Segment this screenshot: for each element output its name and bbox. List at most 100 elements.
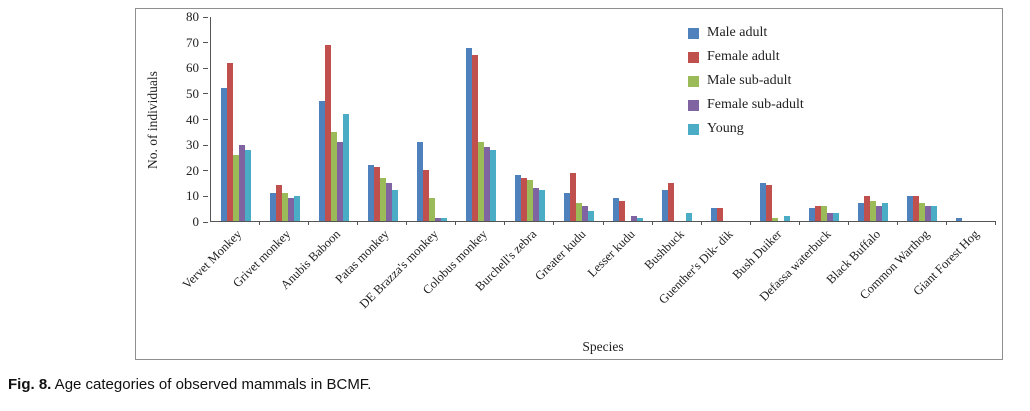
bar-group — [653, 17, 702, 221]
bar-group — [211, 17, 260, 221]
y-tick-label: 0 — [192, 214, 200, 229]
y-tick-mark — [203, 221, 208, 223]
bar — [489, 149, 496, 221]
x-axis-label: Lesser kudu — [584, 227, 638, 280]
x-tick-mark — [602, 221, 604, 225]
bar — [821, 205, 828, 221]
y-tick-mark — [203, 119, 208, 120]
bar — [925, 205, 932, 221]
bar — [514, 175, 521, 221]
bar — [379, 177, 386, 221]
legend-label: Male sub-adult — [707, 73, 792, 88]
y-axis-title: No. of individuals — [145, 71, 160, 169]
bar — [575, 203, 582, 221]
bar — [526, 180, 533, 221]
figure-caption: Fig. 8. Age categories of observed mamma… — [8, 376, 371, 393]
bar — [711, 208, 718, 221]
bar — [907, 195, 914, 221]
x-tick-mark — [406, 221, 408, 225]
bar-group — [800, 17, 849, 221]
bar — [662, 190, 669, 221]
bar — [827, 213, 834, 221]
y-tick-mark — [203, 144, 208, 146]
bar — [293, 195, 300, 221]
bar-group — [407, 17, 456, 221]
bar — [581, 205, 588, 221]
bar-group — [604, 17, 653, 221]
bar — [416, 141, 423, 221]
legend-swatch — [688, 75, 699, 87]
bar-group — [898, 17, 947, 221]
y-tick-mark — [203, 67, 208, 69]
bar — [391, 190, 398, 221]
bar — [766, 185, 773, 221]
bar — [668, 182, 675, 221]
bar — [465, 47, 472, 221]
bar — [631, 215, 638, 221]
bar-group — [358, 17, 407, 221]
bar — [238, 144, 245, 221]
x-axis-labels: Vervet Monkey Grivet monkey Anubis Baboon P… — [180, 225, 996, 337]
y-tick-label: 80 — [186, 9, 199, 24]
legend-item: Male sub-adult — [688, 69, 804, 93]
bar — [809, 208, 816, 221]
legend-item: Female adult — [688, 45, 804, 69]
bar — [613, 198, 620, 221]
bar — [440, 218, 447, 221]
x-tick-mark — [651, 221, 653, 225]
bar — [336, 141, 343, 221]
bar-group — [456, 17, 505, 221]
bar — [931, 205, 938, 221]
bar — [471, 55, 478, 221]
legend-swatch — [688, 27, 699, 39]
x-tick-mark — [357, 221, 359, 225]
bar — [919, 203, 926, 221]
x-tick-mark — [700, 221, 702, 225]
y-tick-label: 50 — [186, 85, 199, 101]
bar — [342, 113, 349, 221]
bar — [956, 218, 963, 221]
y-tick-label: 40 — [186, 111, 199, 127]
figure-box: No. of individuals 0 10 20 30 40 50 60 70 80 Ver… — [135, 8, 1003, 360]
legend-swatch — [688, 99, 699, 111]
bar-group — [849, 17, 898, 221]
bar — [385, 182, 392, 221]
bar-group — [702, 17, 751, 221]
bar — [244, 149, 251, 221]
bar — [477, 141, 484, 221]
caption-label: Fig. 8. — [8, 376, 52, 393]
x-tick-mark — [308, 221, 310, 225]
bar — [587, 210, 594, 221]
legend-swatch — [688, 51, 699, 63]
bar — [563, 192, 570, 221]
legend-item: Young — [688, 117, 804, 141]
legend-label: Male adult — [707, 25, 768, 40]
legend-label: Young — [707, 121, 744, 136]
bar — [637, 218, 644, 221]
bar — [538, 190, 545, 221]
y-tick-label: 20 — [186, 162, 199, 178]
bar — [913, 195, 920, 221]
bar — [882, 203, 889, 221]
y-tick-mark — [203, 16, 208, 18]
x-axis-title: Species — [582, 339, 624, 354]
y-axis: 0 10 20 30 40 50 60 70 80 — [170, 9, 208, 229]
x-tick-mark — [798, 221, 800, 225]
bar — [876, 205, 883, 221]
bar-group — [505, 17, 554, 221]
legend-swatch — [688, 123, 699, 135]
bar-group — [309, 17, 358, 221]
legend: Male adult Female adult Male sub-adult Fema… — [688, 21, 804, 141]
bar — [318, 101, 325, 221]
x-axis-label: Greater kudu — [532, 227, 589, 284]
bar — [864, 195, 871, 221]
bar — [569, 172, 576, 221]
bar — [373, 167, 380, 221]
x-tick-mark — [259, 221, 261, 225]
bar — [717, 208, 724, 221]
x-tick-mark — [995, 221, 996, 225]
bar — [367, 164, 374, 221]
bar — [287, 198, 294, 221]
bar — [275, 185, 282, 221]
